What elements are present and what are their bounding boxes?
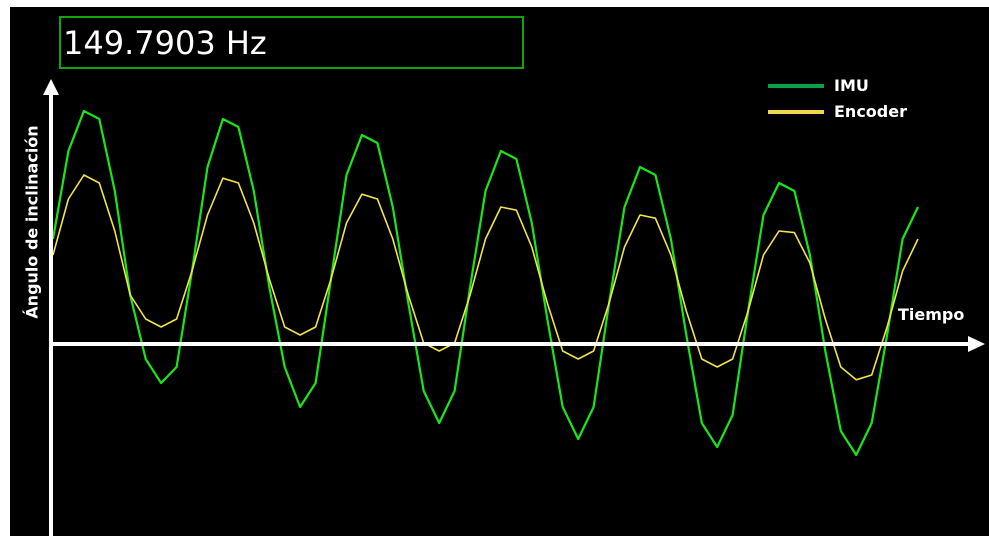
legend-swatch-imu <box>768 83 824 88</box>
x-axis-label: Tiempo <box>898 305 965 324</box>
legend-label-imu: IMU <box>834 76 869 95</box>
chart-plot <box>43 79 985 536</box>
imu-series-line <box>51 109 919 457</box>
frequency-readout: 149.7903 Hz <box>63 24 267 62</box>
y-axis-label: Ángulo de inclinación <box>22 125 42 319</box>
x-axis-arrow <box>968 336 985 352</box>
frequency-readout-box <box>59 16 524 69</box>
legend-swatch-encoder <box>768 109 824 114</box>
legend-item-imu: IMU <box>768 76 869 95</box>
y-axis-arrow <box>43 79 59 95</box>
chart-frame: 149.7903 Hz Ángulo de inclinación Tiempo… <box>10 7 989 536</box>
legend-item-encoder: Encoder <box>768 102 907 121</box>
encoder-series-line <box>52 174 919 381</box>
legend-label-encoder: Encoder <box>834 102 907 121</box>
